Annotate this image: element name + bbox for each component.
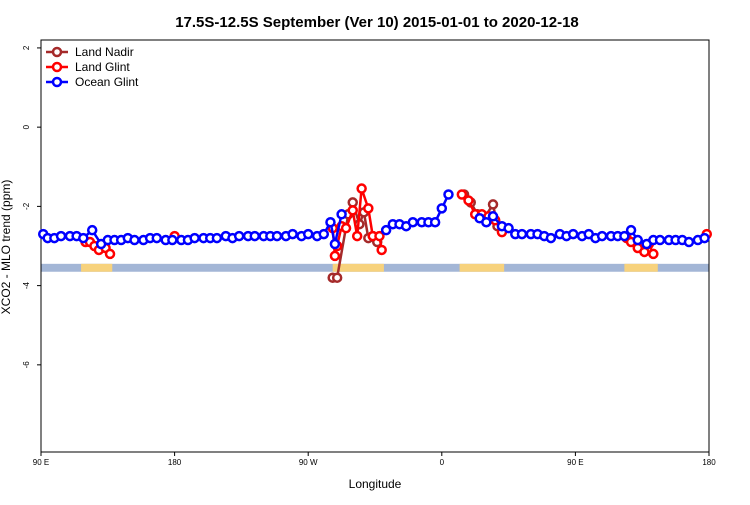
data-point (336, 209, 347, 220)
legend-swatch-marker (51, 61, 63, 73)
data-point (376, 244, 387, 256)
data-point (648, 248, 659, 260)
data-point (503, 222, 514, 234)
data-point (374, 230, 385, 242)
legend-label: Ocean Glint (75, 75, 139, 89)
y-tick-label: -6 (22, 361, 31, 369)
data-point (318, 228, 330, 240)
data-point (363, 203, 374, 214)
data-point (86, 224, 98, 236)
data-point (596, 230, 608, 242)
data-point (302, 228, 314, 240)
data-point (211, 232, 223, 244)
x-tick-label: 90 E (33, 458, 49, 467)
data-point (487, 211, 499, 222)
data-point (129, 234, 140, 246)
plot-area: 90 E 180 90 W 0 90 E 180 2 0 -2 -4 -6 (22, 39, 716, 467)
y-tick-label: 0 (22, 124, 31, 129)
data-point (683, 236, 695, 248)
x-tick-label: 90 W (299, 458, 318, 467)
y-tick-label: 2 (22, 45, 31, 50)
chart-title: 17.5S-12.5S September (Ver 10) 2015-01-0… (175, 14, 579, 31)
y-axis-label: XCO2 - MLO trend (ppm) (0, 180, 13, 315)
data-point (329, 238, 341, 250)
data-point (487, 199, 499, 210)
data-point (429, 216, 441, 228)
y-tick-label: -2 (22, 202, 31, 210)
legend-swatch-marker (51, 46, 63, 58)
data-point (699, 232, 710, 244)
surface-strip-land (459, 263, 505, 272)
y-tick-label: -4 (22, 282, 31, 290)
data-point (380, 224, 392, 236)
plot-frame (40, 39, 710, 453)
data-point (516, 228, 528, 240)
data-point (456, 189, 468, 200)
legend-label: Land Glint (75, 60, 130, 74)
data-point (249, 230, 261, 242)
data-point (545, 232, 557, 244)
data-point (407, 216, 419, 228)
data-point (356, 183, 367, 194)
data-point (443, 189, 454, 200)
data-point (632, 234, 643, 246)
data-point (78, 232, 89, 244)
data-point (463, 195, 474, 206)
data-point (654, 234, 666, 246)
x-tick-label: 90 E (567, 458, 583, 467)
data-point (436, 203, 448, 214)
data-point (625, 224, 637, 236)
x-tick-label: 180 (702, 458, 716, 467)
data-point (619, 230, 630, 242)
data-point (167, 234, 178, 246)
data-point (271, 230, 283, 242)
data-point (55, 230, 67, 242)
data-point (331, 272, 343, 283)
data-point (189, 232, 200, 244)
data-point (287, 228, 298, 240)
surface-strip-land (624, 263, 658, 272)
data-point (340, 222, 352, 234)
surface-strip-land (81, 263, 113, 272)
legend-label: Land Nadir (75, 45, 134, 59)
data-point (151, 232, 163, 244)
data-point (325, 216, 336, 228)
data-point (104, 248, 116, 260)
data-point (351, 230, 363, 242)
legend-swatch-marker (51, 76, 63, 88)
data-point (233, 230, 245, 242)
data-point (347, 205, 358, 216)
surface-strip-land (332, 263, 384, 272)
x-axis-label: Longitude (349, 477, 402, 491)
data-point (481, 216, 492, 228)
data-point (329, 250, 341, 262)
x-tick-label: 0 (440, 458, 445, 467)
data-point (567, 228, 579, 240)
x-tick-label: 180 (168, 458, 182, 467)
